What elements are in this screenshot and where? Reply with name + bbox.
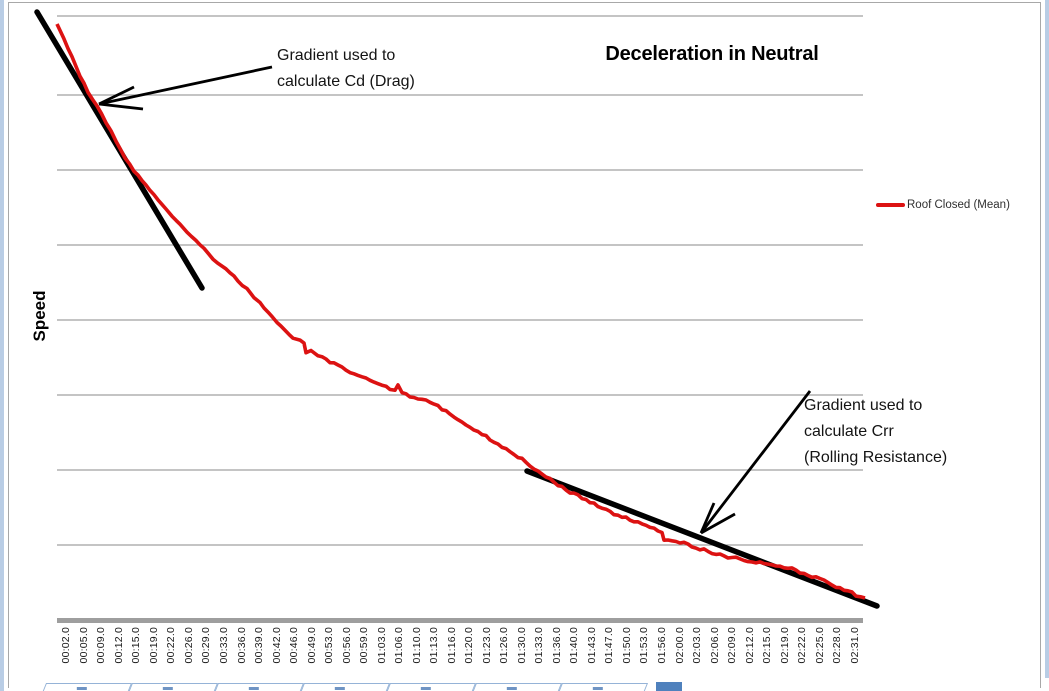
x-tick-label: 02:12.0 bbox=[743, 627, 756, 664]
annotation-cd-arrowhead-barb bbox=[98, 85, 135, 106]
series-line-roof-closed-mean bbox=[55, 23, 866, 600]
x-tick-label: 00:33.0 bbox=[217, 627, 230, 664]
x-tick-label: 01:53.0 bbox=[638, 627, 651, 664]
y-axis-title: Speed bbox=[30, 290, 49, 342]
sheet-tab[interactable] bbox=[209, 683, 305, 691]
x-tick-label: 00:36.0 bbox=[235, 627, 248, 664]
x-tick-label: 00:12.0 bbox=[112, 627, 125, 664]
x-tick-label: 01:30.0 bbox=[515, 627, 528, 664]
x-tick-label: 01:36.0 bbox=[550, 627, 563, 664]
sheet-tab[interactable] bbox=[467, 683, 563, 691]
x-tick-label: 01:13.0 bbox=[428, 627, 441, 664]
annotation-crr-arrowhead-barb bbox=[699, 502, 716, 534]
x-tick-label: 00:53.0 bbox=[323, 627, 336, 664]
x-tick-label: 01:47.0 bbox=[603, 627, 616, 664]
annotation-cd-textbox[interactable]: Gradient used to calculate Cd (Drag) bbox=[277, 47, 415, 90]
x-tick-label: 01:20.0 bbox=[463, 627, 476, 664]
x-tick-label: 02:03.0 bbox=[691, 627, 704, 664]
x-tick-label: 00:56.0 bbox=[340, 627, 353, 664]
x-tick-label: 01:26.0 bbox=[498, 627, 511, 664]
x-tick-label: 00:42.0 bbox=[270, 627, 283, 664]
sheet-tab-label-fragment bbox=[162, 687, 173, 690]
x-axis-bar bbox=[57, 618, 863, 623]
x-tick-label: 00:09.0 bbox=[95, 627, 108, 664]
x-tick-label: 01:06.0 bbox=[393, 627, 406, 664]
annotation-cd-arrowhead-barb bbox=[98, 102, 144, 111]
sheet-tab-label-fragment bbox=[592, 687, 603, 690]
crr-tangent-line bbox=[524, 468, 880, 609]
x-tick-label: 02:19.0 bbox=[778, 627, 791, 664]
legend[interactable]: Roof Closed (Mean) bbox=[876, 199, 1010, 211]
x-tick-label: 02:28.0 bbox=[831, 627, 844, 664]
x-tick-label: 02:25.0 bbox=[813, 627, 826, 664]
annotation-crr-textbox[interactable]: Gradient used to calculate Crr (Rolling … bbox=[804, 397, 948, 466]
chart-area[interactable] bbox=[8, 2, 1041, 688]
sheet-tab[interactable] bbox=[123, 683, 219, 691]
sheet-tab-label-fragment bbox=[334, 687, 345, 690]
x-tick-label: 00:59.0 bbox=[358, 627, 371, 664]
sheet-tab-label-fragment bbox=[76, 687, 87, 690]
x-tick-label: 01:03.0 bbox=[375, 627, 388, 664]
annotation-cd-arrow-shaft bbox=[98, 65, 273, 106]
x-tick-label: 01:16.0 bbox=[445, 627, 458, 664]
legend-line-swatch bbox=[876, 203, 905, 207]
x-tick-label: 00:26.0 bbox=[182, 627, 195, 664]
chart-title: Deceleration in Neutral bbox=[605, 43, 819, 65]
sheet-tab-label-fragment bbox=[506, 687, 517, 690]
sheet-tabs-bar[interactable] bbox=[9, 682, 1040, 691]
x-tick-label: 00:46.0 bbox=[288, 627, 301, 664]
sheet-tab-label-fragment bbox=[420, 687, 431, 690]
x-tick-label: 01:56.0 bbox=[655, 627, 668, 664]
x-tick-label: 02:00.0 bbox=[673, 627, 686, 664]
x-tick-label: 01:10.0 bbox=[410, 627, 423, 664]
x-tick-label: 02:22.0 bbox=[796, 627, 809, 664]
annotation-crr-arrowhead-barb bbox=[700, 512, 736, 535]
annotation-crr-arrow-shaft bbox=[699, 390, 812, 534]
sheet-tab[interactable] bbox=[381, 683, 477, 691]
legend-series-label: Roof Closed (Mean) bbox=[907, 199, 1010, 211]
x-tick-label: 00:49.0 bbox=[305, 627, 318, 664]
x-tick-label: 00:22.0 bbox=[165, 627, 178, 664]
x-tick-label: 02:15.0 bbox=[761, 627, 774, 664]
x-tick-label: 00:15.0 bbox=[130, 627, 143, 664]
x-tick-label: 01:23.0 bbox=[480, 627, 493, 664]
x-tick-label: 01:50.0 bbox=[620, 627, 633, 664]
sheet-tab[interactable] bbox=[553, 683, 649, 691]
x-tick-label: 00:39.0 bbox=[253, 627, 266, 664]
sheet-tab[interactable] bbox=[37, 683, 133, 691]
sheet-tab[interactable] bbox=[295, 683, 391, 691]
x-tick-label: 01:40.0 bbox=[568, 627, 581, 664]
x-tick-label: 01:43.0 bbox=[585, 627, 598, 664]
x-tick-label: 01:33.0 bbox=[533, 627, 546, 664]
window-right-edge bbox=[1045, 0, 1049, 678]
sheet-tab-label-fragment bbox=[248, 687, 259, 690]
x-tick-label: 02:06.0 bbox=[708, 627, 721, 664]
sheet-tab-active-marker[interactable] bbox=[656, 682, 682, 691]
window-left-edge bbox=[0, 0, 4, 691]
x-tick-label: 00:05.0 bbox=[77, 627, 90, 664]
x-tick-label: 00:02.0 bbox=[60, 627, 73, 664]
x-tick-label: 02:09.0 bbox=[726, 627, 739, 664]
x-tick-label: 02:31.0 bbox=[848, 627, 861, 664]
x-tick-label: 00:29.0 bbox=[200, 627, 213, 664]
x-tick-label: 00:19.0 bbox=[147, 627, 160, 664]
